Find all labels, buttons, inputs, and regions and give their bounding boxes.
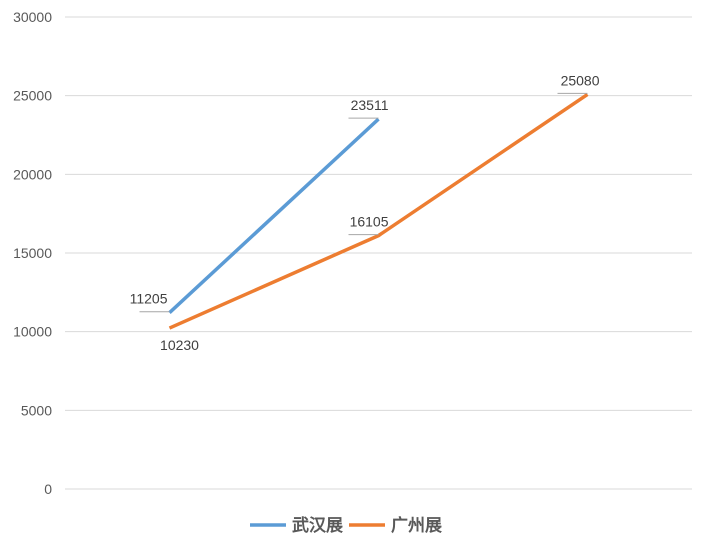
gridlines xyxy=(65,16,692,490)
legend-label: 武汉展 xyxy=(292,515,343,536)
y-tick-label: 0 xyxy=(44,481,52,497)
y-tick-label: 25000 xyxy=(13,88,52,104)
y-tick-label: 30000 xyxy=(13,9,52,25)
y-tick-label: 15000 xyxy=(13,245,52,261)
y-tick-label: 5000 xyxy=(21,402,52,418)
series-line xyxy=(168,92,589,330)
data-label: 11205 xyxy=(130,291,168,307)
legend-label: 广州展 xyxy=(391,515,442,536)
legend: 武汉展 广州展 xyxy=(250,515,442,536)
series-line xyxy=(168,117,380,314)
data-label: 10230 xyxy=(160,337,199,353)
series-lines xyxy=(168,92,589,330)
y-tick-label: 20000 xyxy=(13,166,52,182)
y-tick-label: 10000 xyxy=(13,324,52,340)
data-label: 25080 xyxy=(561,72,600,88)
data-label: 16105 xyxy=(350,214,389,230)
data-labels: 11205 23511 10230 16105 25080 xyxy=(130,72,600,353)
y-axis-ticks: 0 5000 10000 15000 20000 25000 30000 xyxy=(13,9,52,497)
data-label: 23511 xyxy=(351,97,389,113)
